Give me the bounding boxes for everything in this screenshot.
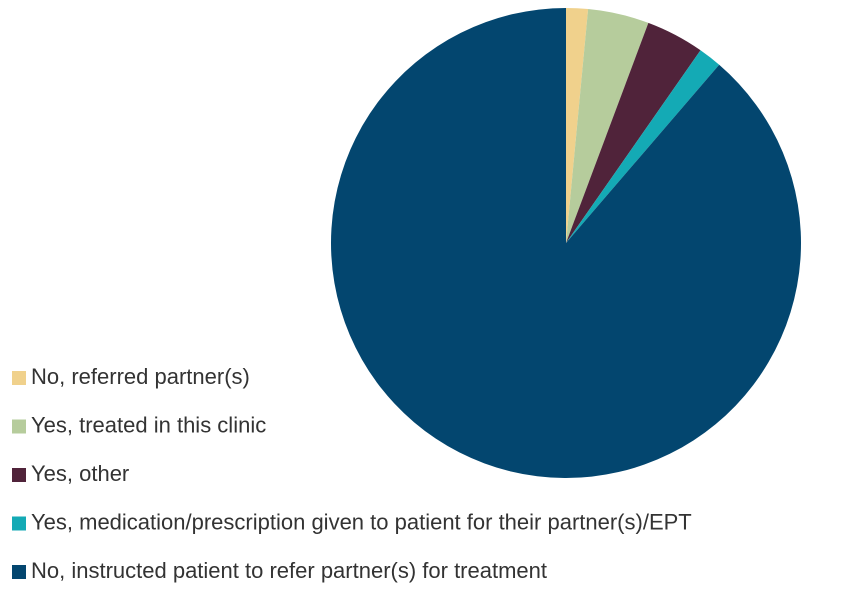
legend-swatch bbox=[12, 468, 26, 482]
pie-slice bbox=[566, 50, 720, 244]
legend-label: Yes, medication/prescription given to pa… bbox=[31, 509, 692, 534]
legend-label: No, instructed patient to refer partner(… bbox=[31, 558, 547, 583]
pie-slice bbox=[566, 22, 701, 243]
pie-slice bbox=[566, 9, 649, 243]
legend-label: Yes, other bbox=[31, 461, 129, 486]
pie-slice bbox=[566, 8, 589, 243]
legend-swatch bbox=[12, 516, 26, 531]
legend-label: Yes, treated in this clinic bbox=[31, 412, 266, 437]
legend-swatch bbox=[12, 565, 26, 579]
legend-swatch bbox=[12, 419, 26, 434]
legend-swatch bbox=[12, 371, 26, 385]
pie-slice bbox=[330, 8, 801, 478]
legend-label: No, referred partner(s) bbox=[31, 364, 250, 389]
